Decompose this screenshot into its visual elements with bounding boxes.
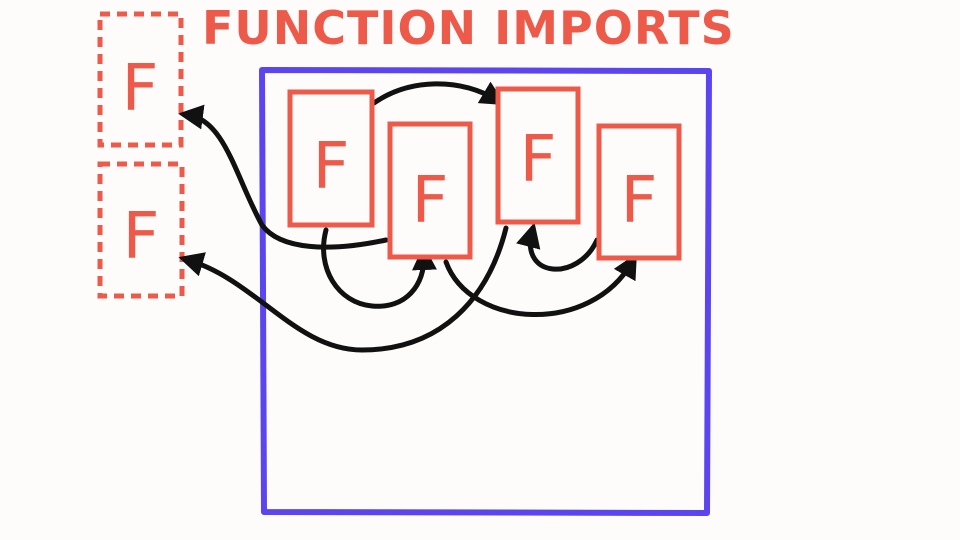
imported-function-2-label: F (123, 200, 160, 274)
import-arrows (178, 81, 637, 353)
function-box-1-label: F (313, 130, 350, 204)
function-box-1-frame (287, 89, 375, 228)
imported-function-2-box (97, 161, 185, 299)
function-box-2: F (387, 121, 473, 260)
function-box-2-frame (387, 121, 473, 260)
arrow-f2-to-f4 (443, 253, 637, 317)
function-box-4: F (596, 123, 682, 261)
arrow-f1-to-f3 (371, 81, 506, 106)
imported-function-1: F (97, 11, 184, 148)
imported-function-1-box (97, 11, 184, 148)
arrow-f2-to-imported-1 (178, 104, 389, 250)
arrow-f3-to-imported-2 (178, 225, 509, 353)
function-box-4-frame (596, 123, 682, 261)
function-box-4-label: F (621, 164, 658, 238)
function-box-2-label: F (412, 164, 449, 238)
imported-function-2: F (97, 161, 185, 299)
imported-function-1-label: F (122, 52, 159, 126)
function-box-3-frame (495, 86, 581, 225)
module-box (259, 67, 712, 516)
function-box-3-label: F (520, 123, 557, 197)
arrow-f4-to-f3 (516, 222, 600, 272)
function-box-1: F (287, 89, 375, 228)
diagram-title: FUNCTION IMPORTS (202, 1, 735, 55)
function-box-3: F (495, 86, 581, 225)
arrow-f1-to-f2 (321, 227, 437, 309)
